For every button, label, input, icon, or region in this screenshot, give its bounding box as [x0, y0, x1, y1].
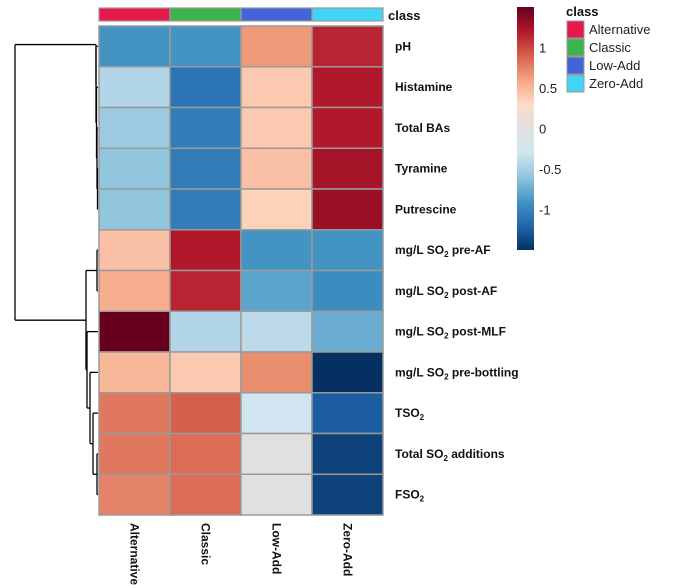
colorbar-gradient: [517, 7, 534, 250]
heatmap-cell: [98, 25, 171, 68]
heatmap-cell: [311, 473, 384, 516]
column-label: Classic: [199, 523, 213, 565]
class-legend: class Alternative Classic Low-Add Zero-Add: [566, 4, 650, 93]
row-label: Tyramine: [395, 162, 448, 176]
row-label: mg/L SO2 post-AF: [395, 284, 497, 300]
heatmap-cell: [98, 310, 171, 353]
color-scale-legend: 1 0.5 0 -0.5 -1: [517, 7, 561, 250]
heatmap-cell: [240, 351, 313, 394]
heatmap-cell: [98, 392, 171, 435]
row-label: Total SO2 additions: [395, 447, 505, 463]
colorbar-tick-label: 0: [539, 122, 546, 137]
column-label: Zero-Add: [341, 523, 355, 576]
heatmap-cell: [240, 188, 313, 231]
heatmap-cell: [98, 106, 171, 149]
heatmap-cell: [240, 432, 313, 475]
annotation-cell-alternative: [98, 7, 171, 22]
row-labels: pH Histamine Total BAs Tyramine Putrescine mg…: [395, 39, 519, 503]
heatmap-cell: [169, 392, 242, 435]
legend-label: Classic: [589, 40, 631, 55]
heatmap-cell: [169, 188, 242, 231]
heatmap-cell: [240, 473, 313, 516]
heatmap-cell: [311, 310, 384, 353]
column-labels: Alternative Classic Low-Add Zero-Add: [128, 523, 355, 585]
heatmap-cell: [240, 310, 313, 353]
colorbar-tick-label: 0.5: [539, 81, 557, 96]
heatmap-cell: [98, 188, 171, 231]
heatmap-cell: [98, 66, 171, 109]
heatmap-cell: [169, 106, 242, 149]
heatmap-cell: [169, 147, 242, 190]
class-annotation-bar: [98, 7, 384, 22]
colorbar-tick-label: 1: [539, 41, 546, 56]
heatmap-cell: [240, 147, 313, 190]
heatmap-cell: [169, 229, 242, 272]
heatmap-cell: [169, 432, 242, 475]
row-label: Histamine: [395, 80, 453, 94]
heatmap-cell: [169, 269, 242, 312]
column-label: Alternative: [128, 523, 142, 585]
heatmap-cell: [311, 229, 384, 272]
row-label: TSO2: [395, 406, 425, 422]
heatmap-cell: [98, 351, 171, 394]
heatmap-cell: [169, 310, 242, 353]
heatmap-cell: [311, 432, 384, 475]
row-label: mg/L SO2 post-MLF: [395, 325, 506, 341]
row-label: mg/L SO2 pre-bottling: [395, 365, 519, 381]
heatmap-cell: [98, 473, 171, 516]
row-label: FSO2: [395, 488, 425, 504]
legend-label: Zero-Add: [589, 76, 643, 91]
heatmap-cell: [311, 351, 384, 394]
heatmap-cell: [311, 25, 384, 68]
heatmap-cell: [98, 269, 171, 312]
annotation-cell-low-add: [240, 7, 313, 22]
annotation-cell-zero-add: [311, 7, 384, 22]
legend-title: class: [566, 4, 599, 19]
heatmap-cells: [98, 25, 384, 516]
heatmap-cell: [240, 229, 313, 272]
heatmap-cell: [311, 269, 384, 312]
heatmap-cell: [169, 25, 242, 68]
row-label: mg/L SO2 pre-AF: [395, 243, 491, 259]
heatmap-cell: [240, 392, 313, 435]
heatmap-cell: [98, 432, 171, 475]
heatmap-cell: [311, 188, 384, 231]
heatmap-cell: [311, 392, 384, 435]
column-label: Low-Add: [270, 523, 284, 574]
legend-swatch: [566, 74, 585, 93]
row-label: pH: [395, 39, 411, 53]
heatmap-cell: [169, 351, 242, 394]
heatmap-cell: [311, 66, 384, 109]
legend-label: Alternative: [589, 22, 650, 37]
colorbar-tick-label: -1: [539, 203, 551, 218]
heatmap-cell: [311, 147, 384, 190]
heatmap-cell: [240, 106, 313, 149]
heatmap-cell: [169, 473, 242, 516]
row-dendrogram: [14, 43, 99, 496]
colorbar-tick-label: -0.5: [539, 162, 561, 177]
heatmap-cell: [240, 25, 313, 68]
annotation-cell-classic: [169, 7, 242, 22]
legend-swatch: [566, 56, 585, 75]
heatmap-cell: [240, 66, 313, 109]
legend-label: Low-Add: [589, 58, 640, 73]
heatmap-cell: [311, 106, 384, 149]
heatmap-cell: [98, 147, 171, 190]
heatmap-cell: [240, 269, 313, 312]
heatmap-cell: [98, 229, 171, 272]
annotation-label: class: [388, 8, 421, 23]
heatmap-cell: [169, 66, 242, 109]
legend-swatch: [566, 20, 585, 39]
legend-swatch: [566, 38, 585, 57]
row-label: Total BAs: [395, 121, 450, 135]
row-label: Putrescine: [395, 202, 457, 216]
